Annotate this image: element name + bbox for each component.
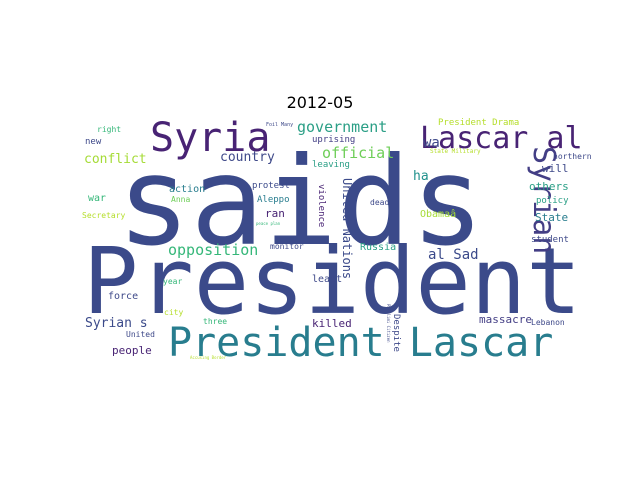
chart-title: 2012-05: [286, 93, 354, 112]
word-new: new: [85, 137, 102, 147]
word-country: country: [220, 150, 275, 165]
word-saids: saids: [117, 131, 485, 273]
word-conflict: conflict: [84, 152, 147, 167]
word-anna: Anna: [171, 195, 191, 204]
word-paralimi-citizen: Paralimi Citizen: [386, 304, 391, 343]
word-policy: policy: [536, 196, 569, 206]
word-action: action: [169, 184, 206, 195]
word-student: student: [531, 235, 569, 245]
word-massacre: massacre: [479, 313, 532, 326]
word-despite: Despite: [391, 314, 401, 352]
word-president: President: [83, 228, 582, 335]
word-aleppo: Aleppo: [257, 195, 290, 205]
word-people: people: [112, 344, 152, 357]
word-ha: ha: [413, 169, 429, 184]
word-president-lascar: President Lascar: [168, 320, 554, 366]
word-state: State: [535, 211, 569, 224]
word-others: others: [529, 180, 569, 193]
word-obama: Obamaâ: [420, 209, 457, 220]
word-al-sad: al Sad: [428, 247, 479, 263]
word-wa: wa: [423, 135, 440, 151]
word-dead: dead: [370, 198, 390, 207]
word-syria: Syria: [150, 115, 271, 161]
word-ran: ran: [265, 207, 285, 220]
word-northern: northern: [553, 152, 592, 161]
word-force: force: [108, 291, 139, 302]
word-least: least: [312, 274, 343, 285]
word-peace-plan: peace plan: [256, 221, 281, 226]
word-right: right: [97, 125, 122, 134]
word-united: United: [126, 330, 155, 339]
word-russia: Russia: [360, 242, 397, 253]
word-accusing-border: Accusing Border: [190, 355, 227, 360]
word-city: city: [164, 308, 184, 317]
word-three: three: [203, 317, 228, 326]
word-killed: killed: [312, 317, 352, 330]
word-syrian-s: Syrian s: [85, 316, 148, 331]
word-cloud: saids President President Lascar Syria L…: [80, 115, 592, 366]
word-official: official: [322, 144, 395, 162]
word-protest: protest: [252, 181, 290, 191]
word-united-nations: United Nations: [340, 178, 354, 280]
word-uprising: uprising: [312, 135, 356, 145]
word-violence: violence: [316, 184, 326, 228]
word-lascar-al: Lascar al: [420, 121, 583, 156]
word-lebanon: Lebanon: [531, 318, 565, 327]
word-leaving: leaving: [312, 160, 350, 170]
word-state-military: State Military: [430, 148, 481, 155]
word-year: year: [163, 277, 183, 286]
word-war: war: [88, 193, 107, 204]
word-will: will: [542, 162, 569, 175]
word-monitor: monitor: [270, 242, 304, 251]
word-opposition: opposition: [168, 241, 259, 259]
word-government: government: [297, 118, 388, 136]
word-foil-many: Foil Many: [266, 122, 294, 128]
word-president-drama: President Drama: [438, 118, 520, 128]
word-secretary: Secretary: [82, 211, 126, 220]
